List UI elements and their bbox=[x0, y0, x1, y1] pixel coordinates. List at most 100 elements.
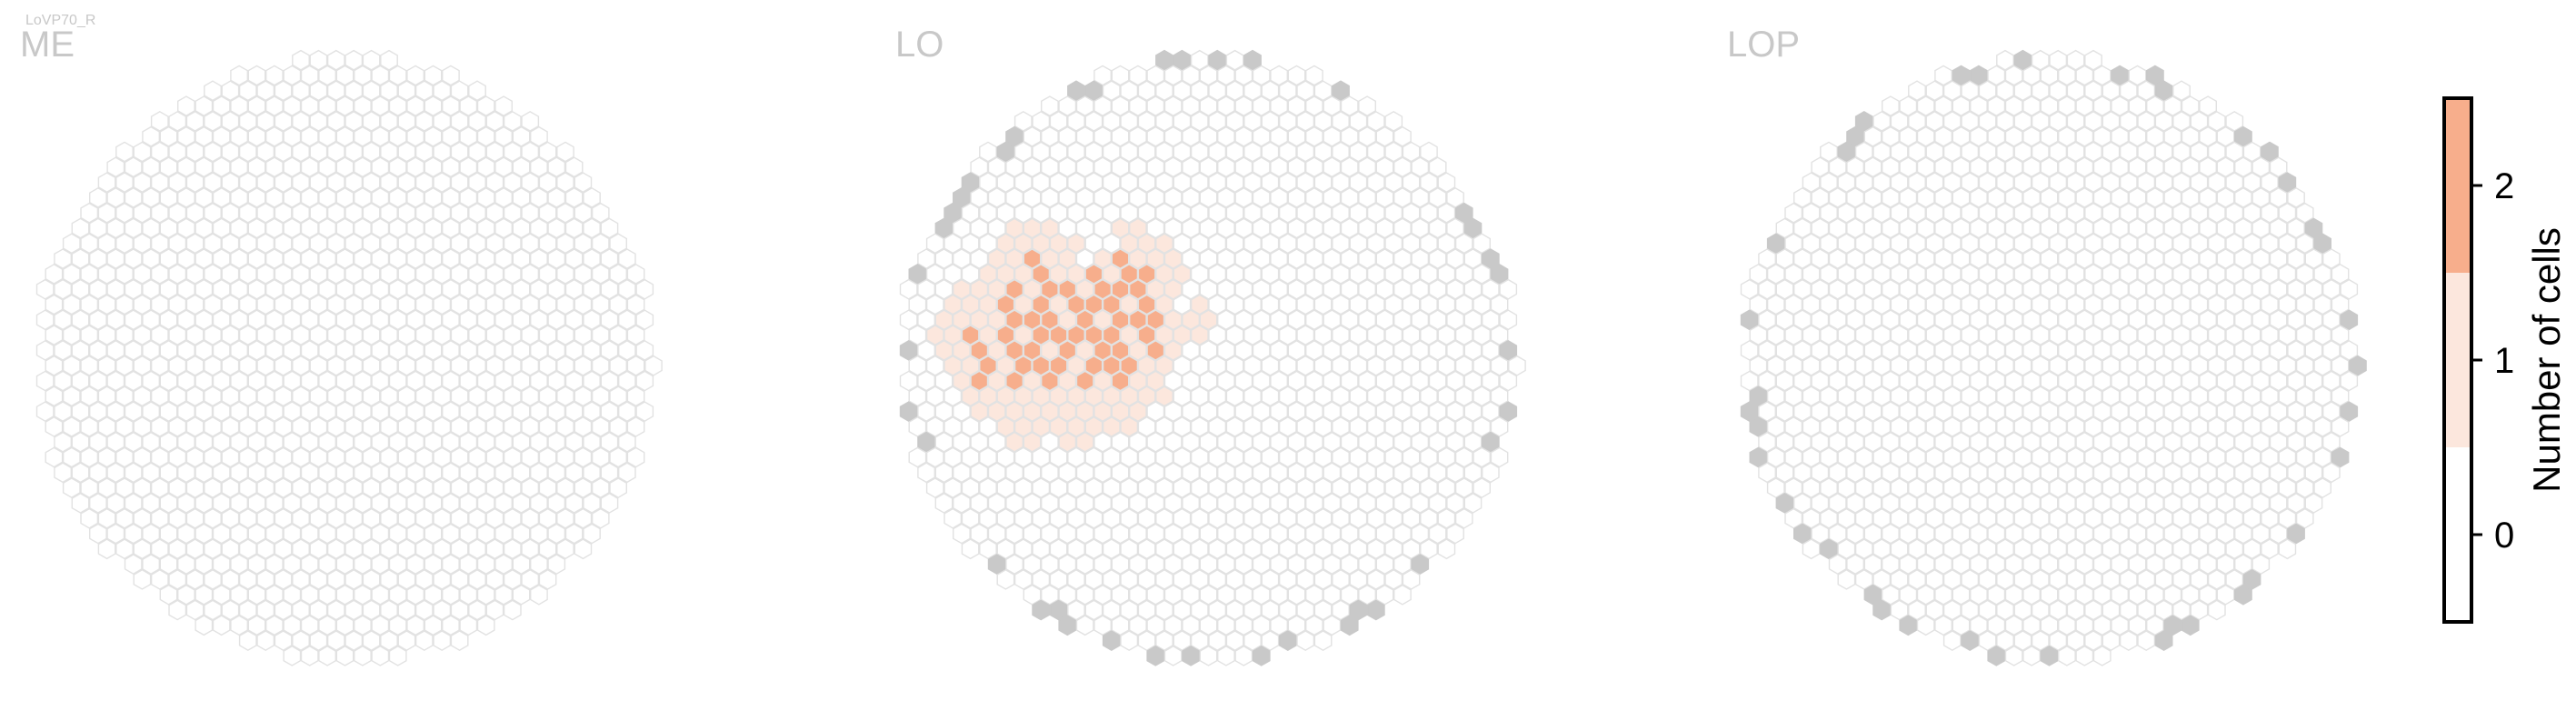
hex-empty bbox=[494, 584, 513, 606]
hex-empty bbox=[292, 80, 310, 102]
hex-empty bbox=[1961, 416, 1980, 437]
hex-empty bbox=[1313, 599, 1333, 621]
hex-empty bbox=[133, 263, 152, 285]
hex-empty bbox=[1916, 186, 1935, 208]
hex-empty bbox=[344, 110, 364, 132]
hex-empty bbox=[1881, 492, 1900, 514]
hex-empty bbox=[2145, 217, 2164, 239]
hex-empty bbox=[1287, 492, 1306, 514]
hex-empty bbox=[442, 584, 460, 606]
hex-empty bbox=[1304, 584, 1323, 606]
hex-empty bbox=[424, 431, 443, 453]
hex-count-2 bbox=[1005, 278, 1024, 300]
hex-empty bbox=[1802, 507, 1821, 529]
hex-empty bbox=[494, 186, 513, 208]
hex-empty bbox=[414, 141, 434, 163]
hex-empty bbox=[2084, 446, 2102, 468]
hex-empty bbox=[1899, 431, 1918, 453]
hex-empty bbox=[397, 355, 416, 376]
hex-empty bbox=[459, 248, 478, 270]
hex-empty bbox=[371, 584, 390, 606]
hex-empty bbox=[538, 233, 557, 255]
hex-empty bbox=[354, 584, 372, 606]
hex-empty bbox=[1393, 370, 1412, 392]
hex-empty bbox=[2145, 186, 2164, 208]
hex-empty bbox=[1366, 568, 1385, 590]
hex-empty bbox=[2004, 156, 2023, 178]
hex-empty bbox=[1111, 65, 1130, 86]
hex-empty bbox=[1863, 431, 1882, 453]
hex-empty bbox=[2119, 538, 2138, 560]
hex-empty bbox=[1155, 538, 1173, 560]
hex-empty bbox=[2102, 172, 2121, 194]
hex-empty bbox=[2022, 431, 2042, 453]
hex-empty bbox=[2031, 446, 2050, 468]
hex-count-1 bbox=[925, 325, 944, 346]
hex-empty bbox=[574, 294, 593, 315]
hex-empty bbox=[1820, 325, 1838, 346]
hex-empty bbox=[468, 446, 486, 468]
hex-empty bbox=[1393, 156, 1412, 178]
hex-empty bbox=[1243, 80, 1262, 102]
hex-empty bbox=[1252, 431, 1271, 453]
hex-empty bbox=[1313, 446, 1333, 468]
hex-empty bbox=[2340, 278, 2359, 300]
hex-empty bbox=[1437, 386, 1456, 407]
hex-empty bbox=[380, 599, 398, 621]
hex-empty bbox=[292, 355, 310, 376]
hex-empty bbox=[1163, 523, 1183, 545]
hex-empty bbox=[1128, 554, 1147, 576]
hex-empty bbox=[1784, 477, 1803, 499]
hex-empty bbox=[1784, 507, 1803, 529]
hex-empty bbox=[2049, 49, 2068, 71]
hex-empty bbox=[1934, 65, 1953, 86]
panel-title-me: ME bbox=[20, 25, 75, 65]
hex-empty bbox=[564, 431, 584, 453]
hex-empty bbox=[274, 599, 293, 621]
hex-empty bbox=[1846, 554, 1865, 576]
hex-empty bbox=[2119, 233, 2138, 255]
hex-empty bbox=[354, 370, 372, 392]
hex-empty bbox=[564, 523, 584, 545]
hex-empty bbox=[300, 615, 319, 636]
hex-empty bbox=[2111, 156, 2130, 178]
hex-empty bbox=[318, 217, 336, 239]
hex-empty bbox=[1837, 538, 1856, 560]
hex-empty bbox=[2207, 538, 2226, 560]
hex-empty bbox=[2172, 294, 2191, 315]
hex-empty bbox=[512, 217, 531, 239]
hex-empty bbox=[547, 462, 566, 484]
hex-count-1 bbox=[1084, 416, 1103, 437]
hex-empty bbox=[230, 462, 248, 484]
hex-empty bbox=[2207, 355, 2226, 376]
hex-empty bbox=[1446, 523, 1464, 545]
hex-empty bbox=[2004, 217, 2023, 239]
hex-empty bbox=[2137, 110, 2156, 132]
hex-empty bbox=[124, 217, 143, 239]
hex-empty bbox=[2102, 538, 2121, 560]
hex-empty bbox=[485, 477, 504, 499]
hex-empty bbox=[459, 339, 478, 361]
hex-empty bbox=[1111, 95, 1130, 117]
hex-empty bbox=[1190, 233, 1209, 255]
hex-empty bbox=[406, 248, 424, 270]
hex-empty bbox=[2119, 110, 2138, 132]
hex-empty bbox=[476, 554, 495, 576]
hex-empty bbox=[1199, 523, 1218, 545]
hex-empty bbox=[292, 446, 310, 468]
hex-empty bbox=[2190, 386, 2209, 407]
hex-empty bbox=[380, 386, 398, 407]
hex-empty bbox=[2084, 325, 2102, 346]
hex-empty bbox=[1899, 217, 1918, 239]
hex-empty bbox=[133, 202, 152, 224]
hex-empty bbox=[354, 278, 372, 300]
hex-empty bbox=[2163, 370, 2182, 392]
hex-empty bbox=[274, 538, 293, 560]
hex-count-1 bbox=[1155, 263, 1173, 285]
hex-empty bbox=[1881, 278, 1900, 300]
hex-empty bbox=[1234, 431, 1253, 453]
hex-empty bbox=[2207, 233, 2226, 255]
hex-empty bbox=[97, 477, 116, 499]
hex-empty bbox=[2137, 80, 2156, 102]
hex-count-2 bbox=[979, 355, 997, 376]
